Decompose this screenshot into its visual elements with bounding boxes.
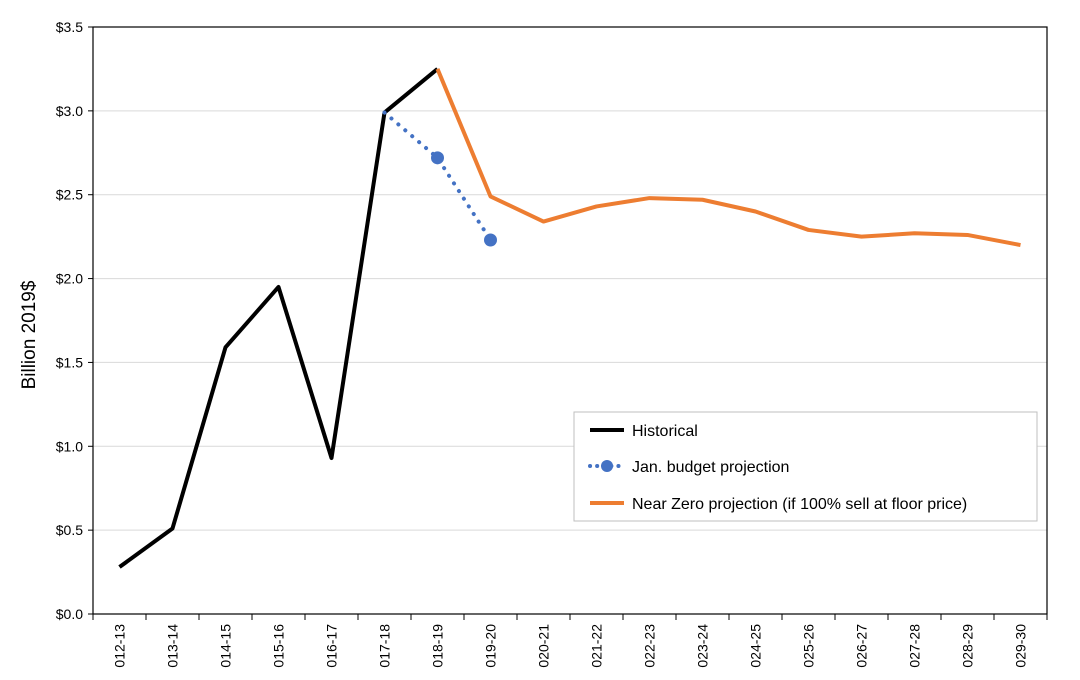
x-tick-label: 022-23 [642,624,658,668]
x-tick-label: 016-17 [324,624,340,668]
plot-area-border [92,26,1048,615]
data-point-marker [431,151,444,165]
legend-box [573,411,1038,522]
y-tick-label: $0.0 [56,606,83,622]
gridlines [93,110,1047,531]
series-lines [118,67,1021,569]
x-tick-label: 026-27 [854,624,870,668]
legend-marker-jan-budget [601,460,613,472]
x-tick-label: 027-28 [907,624,923,668]
data-point-marker [484,233,497,247]
y-axis-title: Billion 2019$ [19,280,40,389]
x-tick-label: 023-24 [695,624,711,668]
y-tick-label: $2.0 [56,271,83,287]
x-tick-label: 018-19 [430,624,446,668]
x-tick-label: 014-15 [218,624,234,668]
x-axis-ticks: 012-13 013-14 014-15 015-16 016-17 017-18 018-… [92,614,1048,668]
x-tick-label: 017-18 [377,624,393,668]
legend-label-near-zero: Near Zero projection (if 100% sell at fl… [632,496,967,513]
y-tick-label: $1.0 [56,438,83,454]
series-line-historical [118,67,439,569]
y-tick-label: $0.5 [56,522,83,538]
x-tick-label: 028-29 [960,624,976,668]
x-tick-label: 020-21 [536,624,552,668]
legend-label-historical: Historical [632,423,698,440]
x-tick-label: 021-22 [589,624,605,668]
x-tick-label: 019-20 [483,624,499,668]
x-tick-label: 012-13 [112,624,128,668]
legend: Historical Jan. budget projection Near Z… [573,411,1038,522]
y-tick-label: $1.5 [56,354,83,370]
y-axis-ticks: $0.0 $0.5 $1.0 $1.5 $2.0 $2.5 $3.0 $3.5 [56,19,93,622]
x-tick-label: 024-25 [748,624,764,668]
x-tick-label: 013-14 [165,624,181,668]
y-tick-label: $3.5 [56,19,83,35]
x-tick-label: 029-30 [1013,624,1029,668]
series-line-near-zero-projection-if-100-sell-at-floor-price [435,68,1021,247]
axes [92,26,1048,615]
x-tick-label: 025-26 [801,624,817,668]
legend-label-jan-budget: Jan. budget projection [632,459,789,476]
y-tick-label: $3.0 [56,103,83,119]
x-tick-label: 015-16 [271,624,287,668]
y-tick-label: $2.5 [56,187,83,203]
series-line-jan-budget-projection [382,110,493,242]
